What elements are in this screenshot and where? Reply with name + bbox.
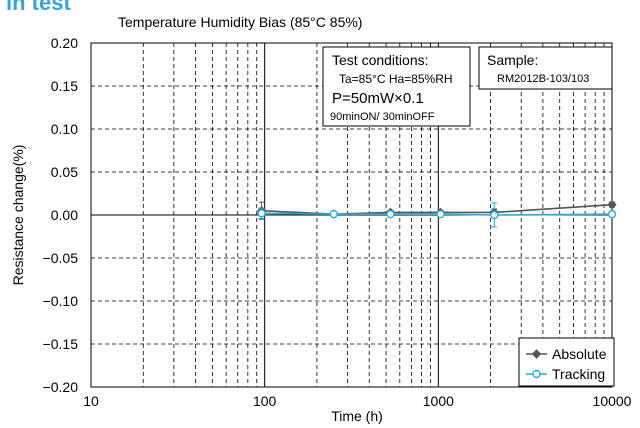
- x-tick-labels: 10 100 1000 10000: [83, 393, 631, 409]
- data-point-circle: [490, 210, 499, 220]
- data-point-circle: [386, 209, 395, 219]
- y-tick-label: −0.15: [43, 336, 79, 352]
- data-point-circle: [532, 369, 541, 379]
- x-axis-label: Time (h): [331, 408, 383, 424]
- legend-frame: [518, 337, 615, 387]
- test-conditions-box: Test conditions: Ta=85°C Ha=85%RH P=50mW…: [322, 46, 471, 127]
- x-tick-label: 10: [83, 393, 99, 409]
- legend-entries: Absolute Tracking: [526, 346, 607, 382]
- series-tracking: [257, 202, 617, 228]
- series-line: [261, 212, 613, 216]
- data-point-circle: [329, 209, 338, 219]
- test-conditions-line3: 90minON/ 30minOFF: [330, 111, 435, 123]
- y-tick-label: 0.05: [51, 164, 78, 180]
- y-tick-label: −0.10: [43, 293, 79, 309]
- y-tick-label: −0.05: [43, 250, 79, 266]
- y-tick-label: 0.00: [51, 207, 78, 223]
- sample-title: Sample:: [487, 52, 538, 68]
- legend: Absolute Tracking: [518, 337, 615, 387]
- x-tick-label: 1000: [423, 393, 454, 409]
- series-absolute: [256, 199, 617, 220]
- legend-label: Tracking: [552, 366, 605, 382]
- series-layer: [256, 199, 617, 228]
- data-point-circle: [257, 209, 266, 218]
- data-point-diamond: [607, 199, 617, 210]
- data-point-circle: [436, 209, 445, 219]
- data-point-diamond: [531, 349, 542, 359]
- y-tick-label: 0.15: [51, 78, 78, 94]
- data-point-circle: [607, 209, 617, 219]
- legend-label: Absolute: [552, 346, 607, 362]
- x-tick-label: 100: [253, 393, 277, 409]
- y-tick-label: 0.10: [51, 121, 78, 137]
- y-tick-label: 0.20: [51, 35, 78, 51]
- x-tick-label: 10000: [593, 393, 632, 409]
- test-conditions-frame: [322, 46, 471, 127]
- sample-frame: [478, 46, 613, 90]
- sample-value: RM2012B-103/103: [497, 73, 589, 85]
- test-conditions-line2: P=50mW×0.1: [332, 90, 424, 107]
- header-layer: in test: [6, 0, 71, 15]
- sample-box: Sample: RM2012B-103/103: [478, 46, 613, 90]
- test-conditions-line1: Ta=85°C Ha=85%RH: [339, 72, 453, 86]
- y-tick-label: −0.20: [43, 379, 79, 395]
- header-text: in test: [6, 0, 71, 15]
- test-conditions-title: Test conditions:: [332, 52, 429, 68]
- y-axis-label: Resistance change(%): [10, 145, 26, 286]
- y-tick-labels: 0.20 0.15 0.10 0.05 0.00 −0.05 −0.10 −0.15 −0.20: [43, 35, 79, 395]
- chart-title: Temperature Humidity Bias (85°C 85%): [118, 14, 362, 30]
